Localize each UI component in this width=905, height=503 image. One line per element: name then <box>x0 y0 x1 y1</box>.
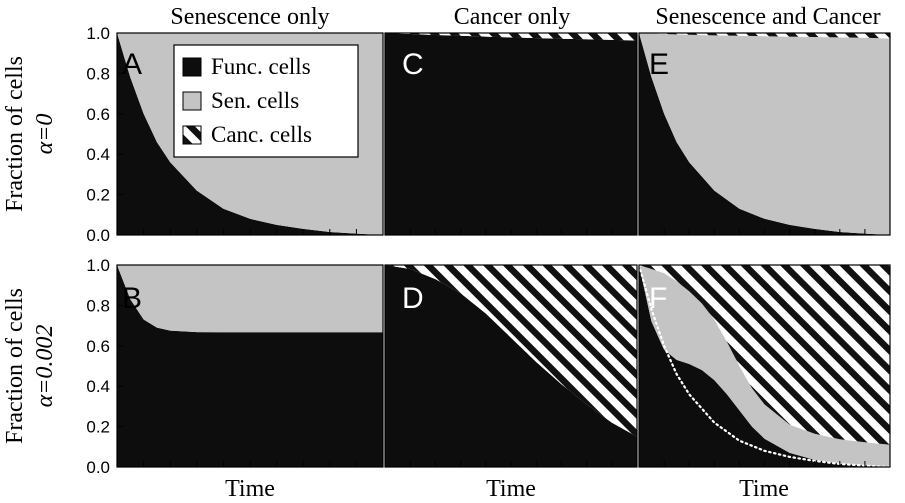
y-tick-label: 0.0 <box>86 458 110 477</box>
y-tick-label: 1.0 <box>86 256 110 275</box>
panel-letter-e: E <box>649 48 669 81</box>
xlabel-a-b: Time <box>225 476 275 502</box>
panel-f: F <box>637 263 892 469</box>
panel-letter-a: A <box>122 48 142 81</box>
legend: Func. cells Sen. cells Canc. cells <box>173 44 359 158</box>
panel-b: 0.0 0.2 0.4 0.6 0.8 1.0 B <box>86 256 384 477</box>
area-sen-cells-panel-f <box>639 265 890 467</box>
panel-c: C <box>384 32 638 236</box>
panel-letter-d: D <box>402 282 424 315</box>
area-func-cells-panel-e <box>639 33 890 235</box>
y-tick-label: 0.6 <box>86 105 110 124</box>
y-tick-label: 1.0 <box>86 24 110 43</box>
area-canc-cells-panel-f <box>639 265 890 445</box>
ylabel-row2: Fraction of cells <box>2 288 28 444</box>
y-tick-label: 0.4 <box>86 377 110 396</box>
panel-e: E <box>638 32 891 236</box>
param-row1: α=0 <box>32 114 58 155</box>
y-tick-label: 0.4 <box>86 145 110 164</box>
column-title-senescence: Senescence only <box>170 4 329 30</box>
y-tick-label: 0.2 <box>86 186 110 205</box>
panel-letter-f: F <box>649 282 667 315</box>
panel-d: D <box>384 264 638 468</box>
area-func-cells-panel-c <box>385 33 637 235</box>
legend-label-functional: Func. cells <box>211 54 311 79</box>
area-func-cells-panel-b <box>117 265 383 467</box>
column-title-cancer: Cancer only <box>454 4 571 30</box>
area-func-cells-panel-a <box>117 33 383 235</box>
param-row2: α=0.002 <box>32 325 58 408</box>
area-sen-cells-panel-e <box>639 33 890 235</box>
legend-swatch-senescent <box>182 91 202 111</box>
y-tick-label: 0.8 <box>86 64 110 83</box>
area-canc-cells-panel-e <box>639 33 890 39</box>
area-canc-cells-panel-d <box>385 265 637 437</box>
y-tick-label: 0.0 <box>86 226 110 245</box>
y-tick-label: 0.8 <box>86 296 110 315</box>
legend-label-senescent: Sen. cells <box>211 88 299 113</box>
panel-letter-c: C <box>402 48 424 81</box>
xlabel-e-f: Time <box>739 476 789 502</box>
xlabel-c-d: Time <box>486 476 536 502</box>
legend-label-cancer: Canc. cells <box>211 122 312 147</box>
y-tick-label: 0.6 <box>86 337 110 356</box>
y-tick-label: 0.2 <box>86 418 110 437</box>
area-func-cells-panel-d <box>385 265 637 467</box>
legend-swatch-cancer <box>182 125 202 145</box>
area-sen-cells-panel-b <box>117 265 383 333</box>
panel-letter-b: B <box>122 282 142 315</box>
legend-box <box>173 44 359 158</box>
area-canc-cells-panel-c <box>385 33 637 41</box>
area-func-cells-panel-f <box>639 265 890 467</box>
legend-swatch-functional <box>182 57 202 77</box>
ylabel-row1: Fraction of cells <box>2 56 28 212</box>
column-title-both: Senescence and Cancer <box>655 4 880 30</box>
